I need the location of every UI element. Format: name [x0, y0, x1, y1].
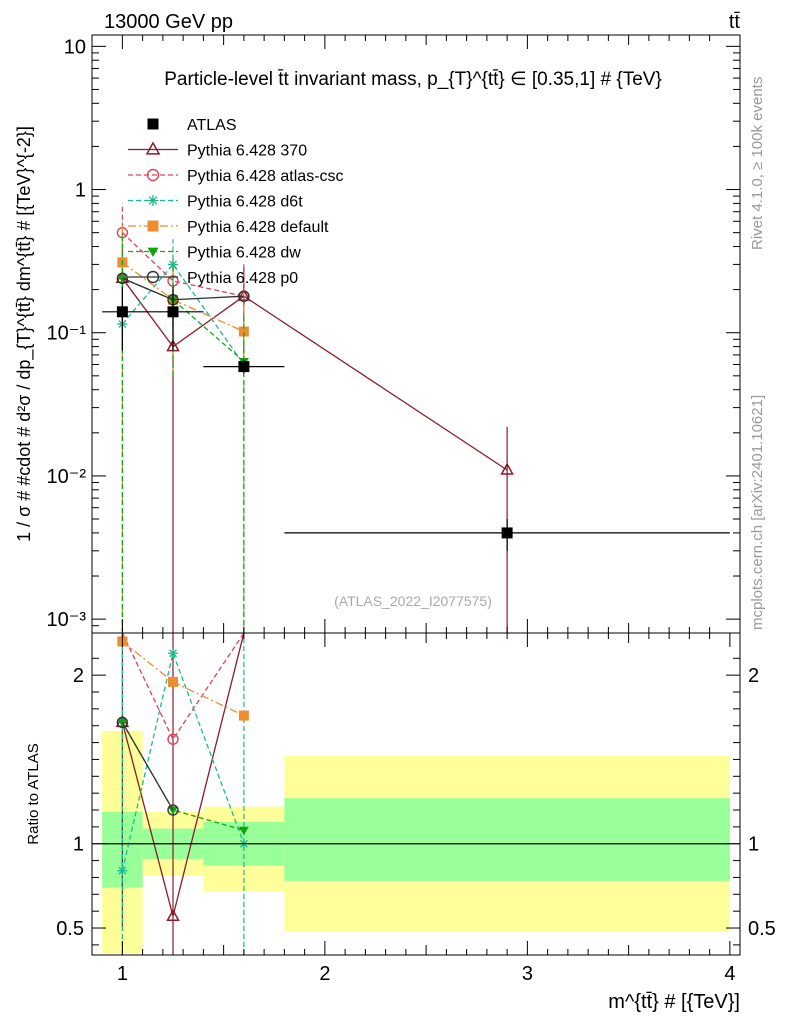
mcplots-reference-label: mcplots.cern.ch [arXiv:2401.10621] [749, 395, 766, 630]
x-tick-label: 1 [117, 963, 128, 985]
main-panel: 10⁻³ 10⁻² 10⁻¹ 1 10 Particle-level t̄t invar… [14, 34, 741, 634]
analysis-watermark: (ATLAS_2022_I2077575) [334, 593, 492, 609]
ratio-y-tick-label: 1 [73, 834, 84, 856]
ratio-data-point [117, 865, 128, 876]
data-point [116, 272, 129, 284]
ratio-series-pythia-6-428-p0 [116, 716, 179, 816]
main-title: Particle-level t̄t invariant mass, p_{T}… [164, 69, 662, 90]
legend-label: ATLAS [187, 117, 237, 134]
ratio-y-tick-label-right: 1 [748, 834, 759, 856]
uncertainty-band-inner [284, 798, 730, 881]
ratio-data-point [167, 804, 179, 816]
main-y-tick-label: 10⁻¹ [47, 323, 87, 345]
x-tick-label: 2 [319, 963, 330, 985]
data-point [168, 259, 178, 270]
x-axis-label: m^{tt̄} # [{TeV}] [608, 991, 740, 1013]
legend-item-pythia-6-428-dw: Pythia 6.428 dw [128, 245, 301, 262]
legend-label: Pythia 6.428 d6t [187, 194, 303, 211]
legend-item-pythia-6-428-default: Pythia 6.428 default [128, 219, 329, 236]
legend-label: Pythia 6.428 370 [187, 143, 307, 160]
legend-item-pythia-6-428-p0: Pythia 6.428 p0 [128, 270, 298, 287]
main-y-axis-label: 1 / σ # #cdot # d²σ / dp_{T}^{tt̄} dm^{t… [14, 126, 35, 542]
legend-label: Pythia 6.428 p0 [187, 270, 298, 287]
ratio-data-point [168, 806, 178, 816]
legend-item-pythia-6-428-d6t: Pythia 6.428 d6t [128, 194, 303, 211]
ratio-data-point [238, 710, 249, 721]
legend-marker [146, 168, 160, 182]
ratio-series-line [121, 650, 245, 871]
x-tick-label: 3 [522, 963, 533, 985]
ratio-y-axis-label: Ratio to ATLAS [25, 743, 42, 844]
legend-label: Pythia 6.428 default [187, 219, 329, 236]
data-point [167, 306, 179, 318]
main-y-tick-label: 10⁻² [47, 466, 87, 488]
ratio-y-tick-label: 2 [73, 665, 84, 687]
ratio-data-point [168, 648, 178, 659]
ratio-data-point [166, 908, 180, 921]
ratio-y-tick-label-right: 2 [748, 665, 759, 687]
series-atlas [102, 286, 730, 551]
legend-marker [147, 247, 159, 257]
legend-item-atlas: ATLAS [147, 117, 237, 134]
ratio-series-line [121, 632, 245, 741]
ratio-y-tick-label: 0.5 [56, 918, 84, 940]
main-y-tick-label: 10⁻³ [47, 609, 87, 631]
data-point [238, 326, 249, 337]
legend-item-pythia-6-428-370: Pythia 6.428 370 [128, 141, 307, 160]
main-y-tick-label: 10 [64, 36, 86, 58]
data-point [501, 527, 513, 539]
ratio-y-tick-label-right: 0.5 [748, 918, 776, 940]
legend: ATLAS Pythia 6.428 370 Pythia 6.428 atlas-… [128, 117, 344, 287]
rivet-version-label: Rivet 4.1.0, ≥ 100k events [749, 77, 766, 250]
ratio-series-pythia-6-428-atlas-csc [121, 632, 245, 745]
header-right-label: tt̄ [729, 11, 741, 33]
series-line [121, 261, 245, 333]
legend-item-pythia-6-428-atlas-csc: Pythia 6.428 atlas-csc [128, 168, 344, 185]
legend-marker [147, 220, 159, 232]
ratio-data-point [238, 826, 249, 836]
ratio-panel-frame [91, 632, 741, 956]
ratio-series-line [121, 722, 174, 811]
ratio-data-point [116, 716, 129, 729]
legend-label: Pythia 6.428 dw [187, 245, 301, 262]
ratio-data-point [167, 733, 179, 745]
main-y-tick-label: 1 [75, 180, 86, 202]
x-tick-label: 4 [724, 963, 735, 985]
legend-marker [147, 195, 159, 206]
data-point [238, 290, 250, 302]
ratio-data-point [168, 676, 178, 687]
legend-marker [145, 141, 161, 155]
data-point [500, 462, 514, 475]
ratio-panel: 0.5 0.5 1 1 2 2 1 2 3 4 Ratio to ATLAS m^{tt̄} # … [25, 632, 776, 1013]
legend-label: Pythia 6.428 atlas-csc [187, 168, 344, 185]
legend-marker [146, 270, 160, 284]
data-point [116, 306, 128, 318]
data-point [238, 361, 250, 373]
data-point [117, 274, 128, 284]
series-line [121, 263, 245, 365]
legend-marker [147, 118, 159, 130]
series-line [121, 277, 508, 471]
header-left-label: 13000 GeV pp [104, 11, 233, 33]
